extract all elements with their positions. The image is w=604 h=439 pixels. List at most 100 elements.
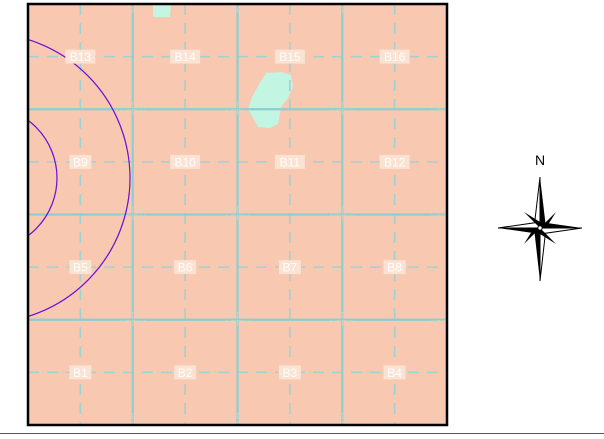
cell-label-text: B12 bbox=[384, 155, 406, 169]
grid-cell-label-b3[interactable]: B3 bbox=[278, 365, 301, 380]
cell-label-text: B9 bbox=[73, 155, 88, 169]
grid-cell-label-b14[interactable]: B14 bbox=[170, 49, 201, 65]
faint-grid-label: REDW bbox=[330, 206, 355, 215]
water-body-pond bbox=[248, 72, 293, 128]
faint-grid-label: NERW bbox=[225, 319, 250, 328]
faint-grid-label: NERW bbox=[330, 6, 355, 15]
cell-label-background bbox=[278, 365, 301, 380]
cell-label-text: B15 bbox=[279, 50, 301, 64]
faint-grid-label: REDW bbox=[225, 412, 250, 421]
cell-label-text: B16 bbox=[384, 50, 406, 64]
faint-grid-label: REDW bbox=[121, 0, 146, 7]
grid-solid-lines bbox=[28, 4, 447, 425]
cell-label-text: B10 bbox=[174, 155, 196, 169]
faint-grid-label: REDW bbox=[330, 100, 355, 109]
faint-grid-label: REDW bbox=[225, 206, 250, 215]
grid-cell-label-b10[interactable]: B10 bbox=[170, 154, 201, 170]
cell-label-background bbox=[383, 365, 406, 380]
grid-cell-label-b2[interactable]: B2 bbox=[174, 365, 197, 380]
faint-grid-label: REDW bbox=[121, 100, 146, 109]
cell-label-text: B4 bbox=[387, 366, 402, 380]
faint-grid-label: REDW bbox=[225, 0, 250, 7]
faint-grid-label: NERW bbox=[225, 6, 250, 15]
faint-grid-label: REDW bbox=[431, 412, 456, 421]
cell-label-background bbox=[379, 49, 410, 64]
faint-grid-label: REDW bbox=[431, 0, 456, 7]
cell-label-text: B14 bbox=[174, 50, 196, 64]
cell-label-layer: B13 B14 B15 B16 B9 B10 B11 B12 B5 B6 B7 B8 B1 B2 B3 B4 bbox=[65, 49, 410, 380]
faint-grid-label: REDW bbox=[121, 206, 146, 215]
faint-grid-label: REDW bbox=[121, 412, 146, 421]
north-label: N bbox=[535, 152, 545, 168]
map-border bbox=[26, 2, 449, 427]
faint-grid-label: REDW bbox=[225, 100, 250, 109]
grid-cell-label-b6[interactable]: B6 bbox=[174, 260, 197, 275]
cell-label-background bbox=[69, 260, 92, 275]
cell-label-text: B6 bbox=[178, 261, 193, 275]
grid-cell-label-b5[interactable]: B5 bbox=[69, 260, 92, 275]
faint-grid-label: NERW bbox=[330, 214, 355, 223]
water-body-top bbox=[153, 4, 171, 17]
north-arrow-compass-rose-icon: N bbox=[497, 152, 583, 282]
cell-label-background bbox=[274, 49, 305, 64]
grid-cell-label-b11[interactable]: B11 bbox=[274, 154, 305, 170]
faint-grid-label: REDW bbox=[431, 206, 456, 215]
faint-grid-label: NERW bbox=[431, 6, 456, 15]
faint-grid-label: NERW bbox=[121, 108, 146, 117]
range-ring-inner bbox=[28, 119, 58, 237]
faint-grid-label: NERW bbox=[225, 420, 250, 429]
faint-grid-label: NERW bbox=[121, 6, 146, 15]
map-frame[interactable]: REDWNERWREDWNERWREDWNERWREDWNERWREDWNERW… bbox=[0, 0, 456, 429]
faint-grid-label: REDW bbox=[431, 100, 456, 109]
faint-grid-label: NERW bbox=[431, 319, 456, 328]
faint-grid-label: NERW bbox=[330, 108, 355, 117]
faint-grid-label: NERW bbox=[431, 108, 456, 117]
cell-label-background bbox=[69, 154, 92, 169]
faint-grid-label: NERW bbox=[121, 319, 146, 328]
grid-cell-label-b7[interactable]: B7 bbox=[278, 260, 301, 275]
faint-grid-label: NERW bbox=[225, 214, 250, 223]
grid-cell-label-b9[interactable]: B9 bbox=[69, 154, 92, 170]
cell-label-background bbox=[174, 260, 197, 275]
range-ring-outer bbox=[28, 38, 131, 318]
cell-label-background bbox=[65, 49, 96, 64]
faint-grid-label: NERW bbox=[121, 420, 146, 429]
faint-label-layer: REDWNERWREDWNERWREDWNERWREDWNERWREDWNERW… bbox=[121, 0, 456, 429]
cell-label-text: B7 bbox=[283, 261, 298, 275]
cell-label-background bbox=[69, 365, 92, 380]
cell-label-background bbox=[174, 365, 197, 380]
grid-cell-label-b16[interactable]: B16 bbox=[379, 49, 410, 65]
grid-cell-label-b12[interactable]: B12 bbox=[379, 154, 410, 170]
grid-cell-label-b4[interactable]: B4 bbox=[383, 365, 406, 380]
cell-label-background bbox=[379, 154, 410, 169]
faint-grid-label: NERW bbox=[225, 108, 250, 117]
faint-grid-label: NERW bbox=[330, 319, 355, 328]
faint-grid-label: REDW bbox=[431, 311, 456, 320]
cell-label-background bbox=[170, 49, 201, 64]
cell-label-text: B2 bbox=[178, 366, 193, 380]
faint-grid-label: NERW bbox=[330, 420, 355, 429]
grid-cell-label-b8[interactable]: B8 bbox=[383, 260, 406, 275]
cell-label-text: B11 bbox=[280, 155, 301, 169]
grid-cell-label-b1[interactable]: B1 bbox=[69, 365, 92, 380]
faint-grid-label: REDW bbox=[225, 311, 250, 320]
cell-label-background bbox=[274, 154, 305, 169]
faint-grid-label: NERW bbox=[121, 214, 146, 223]
grid-cell-label-b13[interactable]: B13 bbox=[65, 49, 96, 65]
cell-label-background bbox=[383, 260, 406, 275]
faint-grid-label: REDW bbox=[121, 311, 146, 320]
faint-grid-label: REDW bbox=[330, 412, 355, 421]
faint-grid-label: REDW bbox=[330, 0, 355, 7]
cell-label-text: B8 bbox=[387, 261, 402, 275]
cell-label-background bbox=[278, 260, 301, 275]
cell-label-text: B13 bbox=[70, 50, 92, 64]
faint-grid-label: REDW bbox=[330, 311, 355, 320]
cell-label-text: B5 bbox=[73, 261, 88, 275]
faint-grid-label: NERW bbox=[431, 214, 456, 223]
faint-grid-label: NERW bbox=[431, 420, 456, 429]
cell-label-text: B1 bbox=[73, 366, 88, 380]
cell-label-background bbox=[170, 154, 201, 169]
grid-cell-label-b15[interactable]: B15 bbox=[274, 49, 305, 65]
cell-label-text: B3 bbox=[283, 366, 298, 380]
